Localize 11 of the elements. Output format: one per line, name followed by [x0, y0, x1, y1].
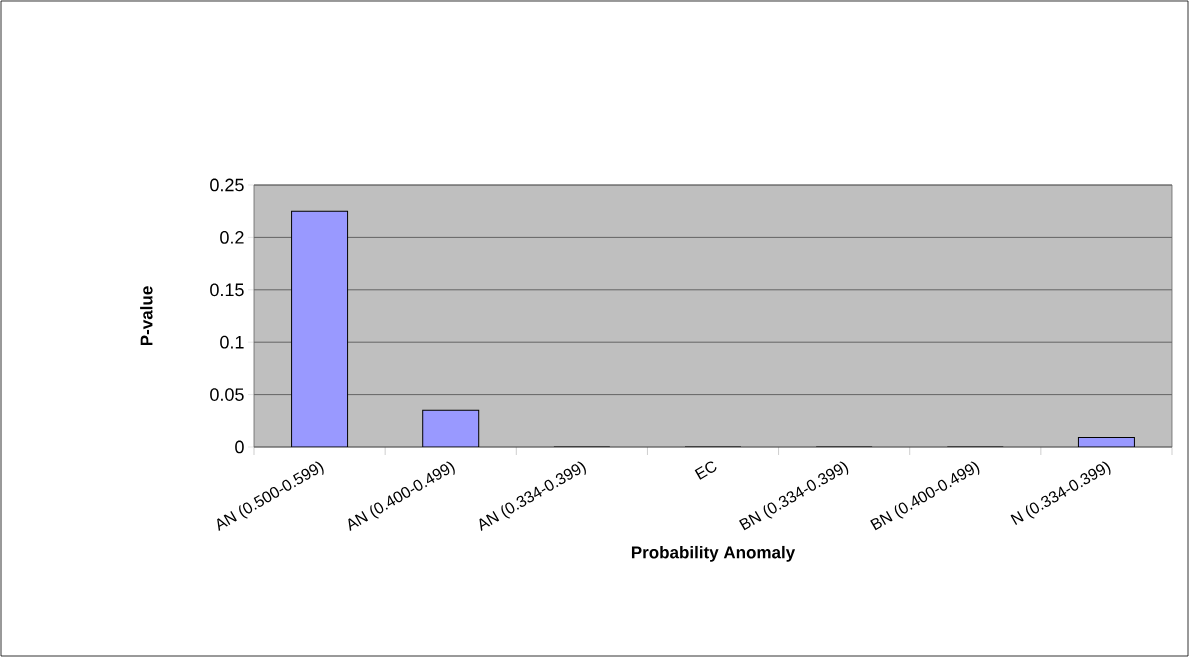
- y-tick-label: 0: [235, 440, 244, 454]
- x-tick-label: EC: [694, 461, 717, 480]
- y-tick-label: 0.05: [210, 388, 244, 401]
- x-axis-title: Probability Anomaly: [631, 545, 796, 562]
- y-tick-label: 0.25: [210, 178, 244, 192]
- bar: [291, 210, 349, 447]
- bar: [422, 409, 480, 447]
- y-tick-label: 0.1: [220, 335, 244, 349]
- y-axis-title: P-value: [140, 286, 153, 346]
- y-tick-label: 0.15: [210, 283, 244, 297]
- y-tick-label: 0.2: [220, 231, 244, 244]
